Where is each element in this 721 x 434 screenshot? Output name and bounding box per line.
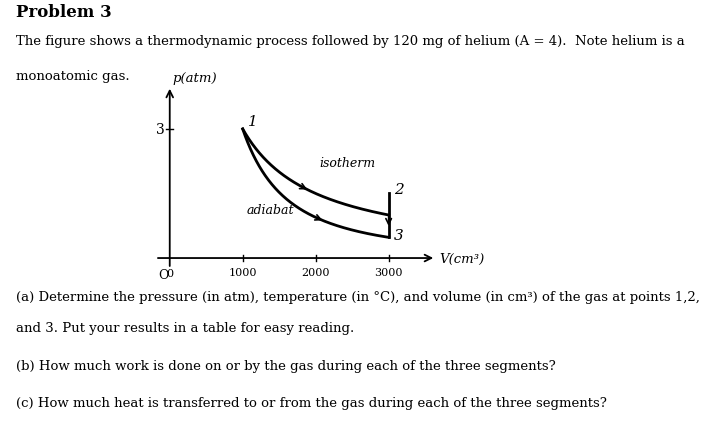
Text: isotherm: isotherm <box>319 156 376 169</box>
Text: 3000: 3000 <box>374 267 403 277</box>
Text: 3: 3 <box>394 228 404 242</box>
Text: 0: 0 <box>166 268 173 278</box>
Text: 3: 3 <box>156 123 164 137</box>
Text: (b) How much work is done on or by the gas during each of the three segments?: (b) How much work is done on or by the g… <box>16 359 556 372</box>
Text: adiabat: adiabat <box>247 204 294 217</box>
Text: The figure shows a thermodynamic process followed by 120 mg of helium (A = 4).  : The figure shows a thermodynamic process… <box>16 35 685 48</box>
Text: and 3. Put your results in a table for easy reading.: and 3. Put your results in a table for e… <box>16 322 354 335</box>
Text: 2000: 2000 <box>301 267 330 277</box>
Text: p(atm): p(atm) <box>172 72 216 85</box>
Text: Problem 3: Problem 3 <box>16 4 112 21</box>
Text: monoatomic gas.: monoatomic gas. <box>16 70 130 83</box>
Text: 1: 1 <box>248 115 257 129</box>
Text: (c) How much heat is transferred to or from the gas during each of the three seg: (c) How much heat is transferred to or f… <box>16 397 607 409</box>
Text: 2: 2 <box>394 182 404 196</box>
Text: V(cm³): V(cm³) <box>440 252 485 265</box>
Text: O: O <box>159 268 169 281</box>
Text: 1000: 1000 <box>229 267 257 277</box>
Text: (a) Determine the pressure (in atm), temperature (in °C), and volume (in cm³) of: (a) Determine the pressure (in atm), tem… <box>16 290 700 303</box>
